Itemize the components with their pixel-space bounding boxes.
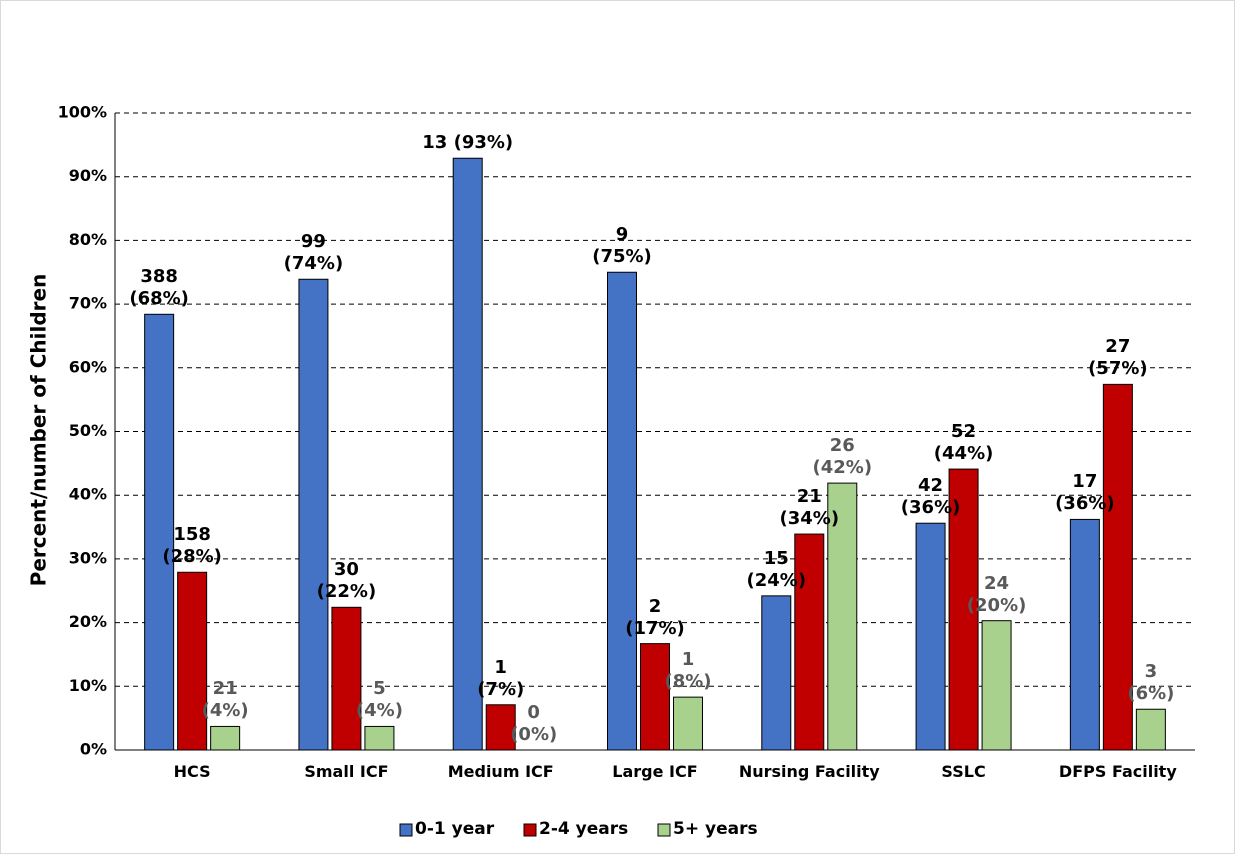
bar [364,725,395,751]
bar [827,482,858,751]
data-label: 42 (36%) [900,475,961,519]
y-tick-label: 90% [69,166,107,185]
bar [915,522,946,751]
bar [948,468,979,751]
bar [607,271,637,751]
x-tick-label: Medium ICF [447,762,554,781]
y-tick-label: 10% [69,676,107,695]
data-label: 21 (34%) [779,486,840,530]
data-label: 52 (44%) [933,421,994,465]
legend-label: 2-4 years [539,819,629,839]
y-tick-label: 70% [69,294,107,313]
y-tick-label: 100% [58,103,107,122]
data-label: 26 (42%) [812,435,873,479]
x-tick-label: SSLC [941,762,986,781]
data-label: 30 (22%) [316,559,377,603]
y-axis-label: Percent/number of Children [27,274,51,587]
bar [640,643,670,751]
data-label: 13 (93%) [422,132,514,154]
y-tick-label: 40% [69,485,107,504]
data-label: 15 (24%) [746,547,807,591]
legend-label: 0-1 year [415,819,495,839]
legend-label: 5+ years [673,819,758,839]
bar [761,595,792,751]
data-label: 17 (36%) [1055,471,1115,515]
y-tick-label: 0% [80,740,107,759]
x-tick-label: DFPS Facility [1058,762,1177,781]
legend-swatch [657,823,671,837]
data-label: 2 (17%) [625,595,685,639]
bar [298,278,329,751]
data-label: 1 (8%) [664,649,712,693]
y-tick-label: 20% [69,612,107,631]
y-tick-label: 50% [69,421,107,440]
y-tick-label: 30% [69,548,107,567]
data-label: 158 (28%) [162,524,222,568]
bar [210,725,241,751]
data-label: 21 (4%) [201,678,249,722]
data-label: 99 (74%) [283,231,344,275]
bar [1135,708,1166,751]
x-tick-label: Large ICF [612,762,698,781]
bar [794,533,825,751]
data-label: 9 (75%) [592,224,652,268]
bar [673,696,703,751]
bar [177,571,208,751]
data-label: 3 (6%) [1127,661,1175,705]
x-tick-label: Small ICF [304,762,389,781]
y-tick-label: 80% [69,230,107,249]
x-tick-label: HCS [173,762,211,781]
legend-swatch [399,823,413,837]
data-label: 5 (4%) [355,678,403,722]
legend-swatch [523,823,537,837]
y-tick-label: 60% [69,357,107,376]
data-label: 27 (57%) [1088,336,1148,380]
data-label: 24 (20%) [966,572,1027,616]
data-label: 388 (68%) [129,266,189,310]
data-label: 0 (0%) [510,702,558,745]
x-tick-label: Nursing Facility [738,762,880,781]
bar [981,620,1012,751]
bar [1069,518,1100,751]
data-label: 1 (7%) [477,656,525,700]
